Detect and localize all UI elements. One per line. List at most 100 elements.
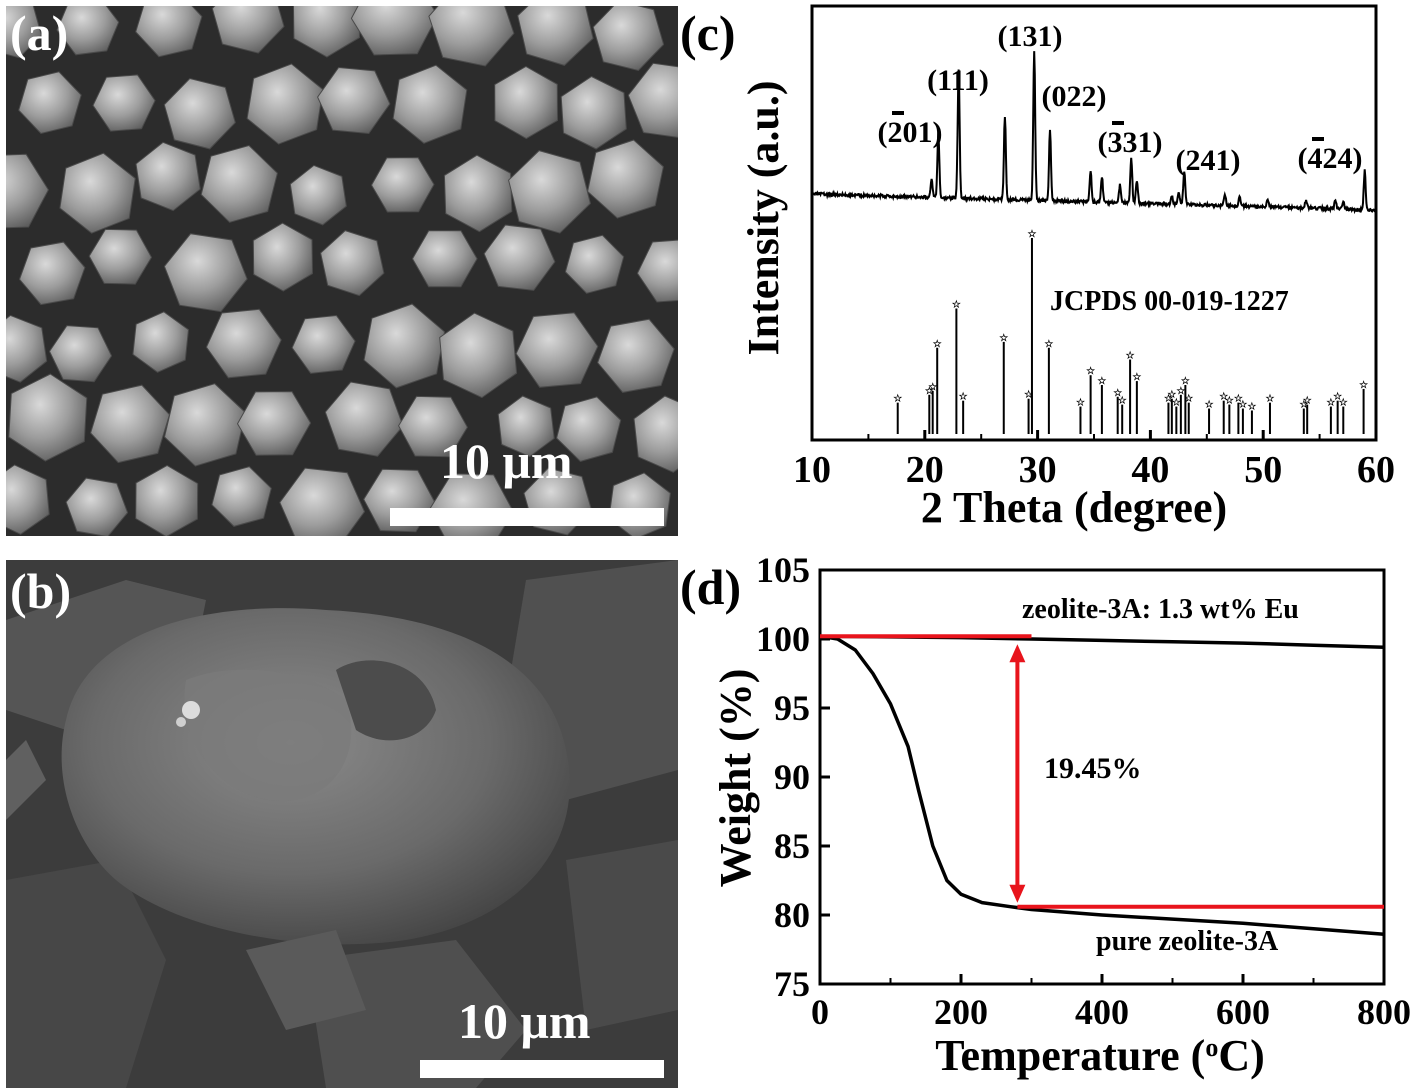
tga-curve-eu: [819, 634, 1385, 650]
xrd-reference-star: ☆: [1333, 392, 1342, 403]
xrd-reference-star: ☆: [1086, 366, 1095, 377]
crystal: [320, 230, 385, 297]
crystal: [324, 381, 404, 457]
crystal: [517, 6, 594, 66]
xrd-reference-star: ☆: [1024, 390, 1033, 401]
crystal: [292, 6, 361, 58]
crystal: [627, 62, 678, 138]
tga-annotation-label: 19.45%: [1044, 752, 1142, 785]
crystal: [439, 312, 518, 399]
crystal: [59, 152, 136, 234]
crystal: [398, 395, 468, 458]
panel-label-d: (d): [680, 559, 742, 615]
crystal: [483, 224, 556, 291]
crystal: [65, 477, 129, 536]
crystal: [428, 6, 515, 67]
xrd-y-axis-label: Intensity (a.u.): [739, 80, 788, 355]
xrd-x-tick-label: 40: [1131, 449, 1169, 491]
tga-y-axis-label: Weight (%): [711, 669, 760, 888]
crystal: [6, 314, 48, 383]
xrd-reference-star: ☆: [959, 392, 968, 403]
crystal: [560, 75, 627, 150]
sem-a-canvas: [6, 6, 678, 536]
scale-bar-label-a: 10 μm: [440, 433, 573, 489]
xrd-x-tick-label: 50: [1244, 449, 1282, 491]
xrd-peak-label: (111): [927, 64, 989, 97]
tga-series-label-eu: zeolite-3A: 1.3 wt% Eu: [1022, 594, 1299, 625]
tga-x-tick-label: 200: [934, 992, 988, 1032]
xrd-reference-star: ☆: [893, 394, 902, 405]
xrd-reference-star: ☆: [1326, 398, 1335, 409]
xrd-reference-star: ☆: [1299, 400, 1308, 411]
crystal: [6, 464, 50, 535]
crystal: [443, 154, 513, 233]
crystal: [291, 314, 356, 374]
xrd-reference-star: ☆: [1164, 394, 1173, 405]
crystal: [88, 228, 153, 285]
xrd-reference-star: ☆: [1184, 394, 1193, 405]
crystal: [6, 153, 49, 229]
sem-image-a: [6, 6, 678, 536]
xrd-reference-star: ☆: [1126, 351, 1135, 362]
xrd-reference-star: ☆: [1132, 372, 1141, 383]
crystal: [556, 396, 622, 462]
panel-label-a: (a): [10, 5, 69, 61]
crystal: [515, 312, 599, 388]
sem-image-b: [6, 560, 678, 1088]
xrd-reference-star: ☆: [1097, 376, 1106, 387]
xrd-reference-star: ☆: [1044, 339, 1053, 350]
panel-label-c: (c): [680, 5, 736, 61]
xrd-reference-star: ☆: [1172, 398, 1181, 409]
xrd-reference-star: ☆: [1339, 398, 1348, 409]
crystal: [392, 64, 468, 144]
tga-annotation-arrowhead-up: [1009, 644, 1026, 663]
crystal: [564, 234, 625, 294]
crystal: [411, 230, 478, 288]
scale-bar-a: [390, 508, 664, 526]
crystal: [205, 308, 282, 379]
xrd-plot-frame: [810, 4, 1378, 442]
xrd-peak-label: (022): [1042, 80, 1107, 113]
crystal: [6, 6, 42, 59]
tga-y-tick-label: 85: [774, 826, 810, 866]
crystal: [279, 467, 366, 536]
tga-curve-pure: [819, 634, 1385, 937]
crystal: [211, 6, 285, 54]
xrd-x-tick-label: 30: [1019, 449, 1057, 491]
xrd-reference-star: ☆: [1181, 376, 1190, 387]
xrd-reference-star: ☆: [1167, 390, 1176, 401]
crystal: [236, 391, 312, 456]
xrd-reference-star: ☆: [928, 382, 937, 393]
sem-b-canvas: [6, 560, 678, 1088]
crystal: [497, 395, 555, 458]
crystal: [135, 464, 199, 536]
xrd-reference-star: ☆: [952, 300, 961, 311]
scale-bar-label-b: 10 μm: [458, 993, 591, 1049]
tga-y-tick-label: 80: [774, 895, 810, 935]
crystal: [252, 222, 314, 292]
tga-x-tick-label: 0: [811, 992, 829, 1032]
xrd-reference-star: ☆: [1176, 386, 1185, 397]
tga-y-tick-label: 105: [756, 550, 810, 590]
tga-x-tick-label: 800: [1357, 992, 1411, 1032]
xrd-measured-pattern: [811, 51, 1377, 215]
xrd-reference-star: ☆: [999, 333, 1008, 344]
tga-series-label-pure: pure zeolite-3A: [1096, 926, 1279, 957]
xrd-x-tick-label: 20: [906, 449, 944, 491]
crystal: [56, 6, 120, 56]
panel-label-b: (b): [10, 563, 72, 619]
xrd-x-axis-label: 2 Theta (degree): [921, 483, 1227, 532]
xrd-reference-star: ☆: [1113, 388, 1122, 399]
xrd-reference-star: ☆: [1238, 400, 1247, 411]
xrd-reference-star: ☆: [1225, 396, 1234, 407]
xrd-peak-label: (131): [998, 20, 1063, 53]
crystal: [132, 311, 190, 373]
crystal: [200, 144, 278, 223]
sem-a-crystals: [6, 6, 678, 536]
crystal: [48, 325, 113, 383]
crystal: [317, 66, 391, 135]
crystal: [92, 74, 156, 132]
xrd-reference-star: ☆: [1027, 229, 1036, 240]
crystal: [163, 77, 236, 150]
crystal: [494, 65, 559, 140]
